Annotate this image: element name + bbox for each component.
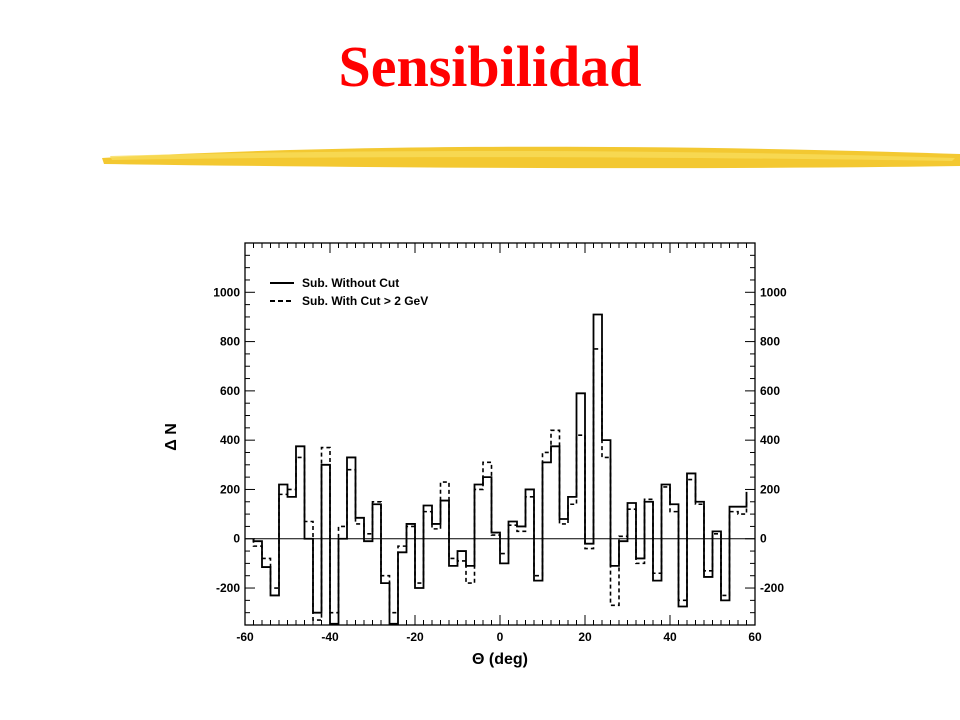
y-tick-label-right: -200 (760, 581, 784, 595)
x-tick-label: 0 (497, 630, 504, 644)
series-with-cut (252, 348, 748, 621)
y-tick-label-left: 400 (220, 433, 240, 447)
axis-ticks (244, 243, 756, 625)
x-tick-label: 20 (578, 630, 592, 644)
y-tick-label-left: 1000 (213, 285, 240, 299)
y-tick-label-right: 600 (760, 384, 780, 398)
y-tick-label-right: 1000 (760, 285, 787, 299)
slide-title: Sensibilidad (338, 34, 642, 99)
legend-label-with-cut: Sub. With Cut > 2 GeV (302, 294, 428, 308)
x-tick-label: 60 (748, 630, 762, 644)
x-axis-label: Θ (deg) (472, 651, 528, 668)
legend: Sub. Without Cut Sub. With Cut > 2 GeV (270, 276, 428, 308)
legend-label-without-cut: Sub. Without Cut (302, 276, 399, 290)
y-tick-label-left: 200 (220, 482, 240, 496)
y-tick-label-right: 200 (760, 482, 780, 496)
y-tick-label-left: 0 (233, 532, 240, 546)
y-tick-label-left: 600 (220, 384, 240, 398)
x-tick-label: -20 (406, 630, 424, 644)
y-tick-label-right: 800 (760, 335, 780, 349)
y-tick-label-left: -200 (216, 581, 240, 595)
x-tick-label: -40 (321, 630, 339, 644)
series-layer (252, 313, 748, 625)
series-step-line (252, 313, 748, 625)
y-tick-label-left: 800 (220, 335, 240, 349)
series-step-line (252, 348, 748, 621)
y-tick-label-right: 0 (760, 532, 767, 546)
x-tick-label: -60 (236, 630, 254, 644)
y-tick-label-right: 400 (760, 433, 780, 447)
series-without-cut (252, 313, 748, 625)
y-axis-label: Δ N (163, 423, 180, 451)
x-tick-label: 40 (663, 630, 677, 644)
title-underline-highlight (110, 151, 955, 161)
